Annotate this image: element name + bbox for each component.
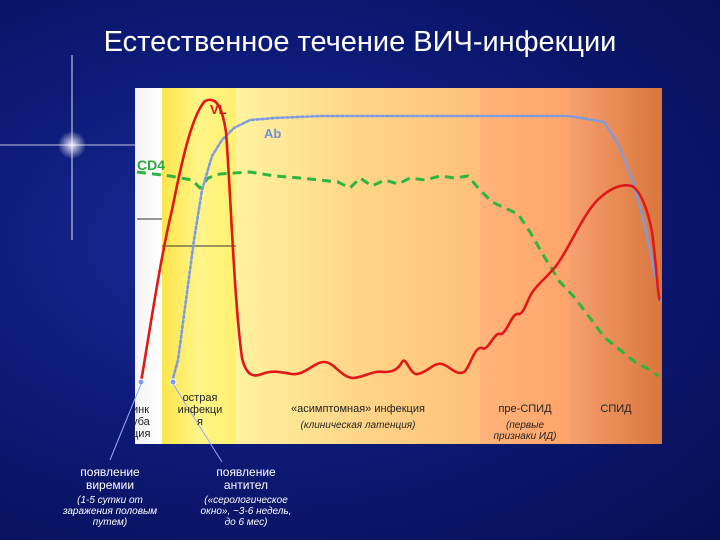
phase-incubation-band (135, 88, 162, 444)
viral-load-curve (139, 98, 662, 383)
phase-asymptomatic-note: (клиническая латенция) (300, 420, 416, 431)
phase-asymptomatic-band (236, 88, 480, 444)
viral-load-label: VL (210, 102, 227, 117)
antibody-annotation: появление антител (216, 465, 276, 492)
phase-pre-aids-note: (первые признаки ИД) (493, 420, 557, 442)
phase-asymptomatic-label: «асимптомная» инфекция (291, 403, 425, 415)
antibody-pointer (172, 383, 223, 463)
cd4-label: CD4 (137, 157, 166, 173)
cd4-curve (136, 170, 659, 378)
antibody-label: Ab (264, 126, 282, 141)
phase-aids-label: СПИД (600, 403, 632, 415)
phase-acute-band (162, 88, 236, 444)
viremia-annotation-note: (1-5 сутки от заражения половым путем) (62, 495, 158, 528)
viremia-annotation: появление виремии (80, 465, 140, 492)
phase-acute-label: острая инфекци я (177, 392, 223, 428)
phase-incubation-label: инк уба ция (132, 404, 151, 440)
antibody-onset-marker (169, 378, 177, 386)
phase-aids-band (570, 88, 662, 444)
antibody-curve (170, 114, 662, 384)
viremia-pointer (109, 383, 142, 461)
slide-title: Естественное течение ВИЧ-инфекции (103, 26, 617, 58)
phase-pre-aids-label: пре-СПИД (498, 403, 552, 415)
antibody-annotation-note: («серологическое окно», ~3-6 недель, до … (200, 495, 292, 528)
